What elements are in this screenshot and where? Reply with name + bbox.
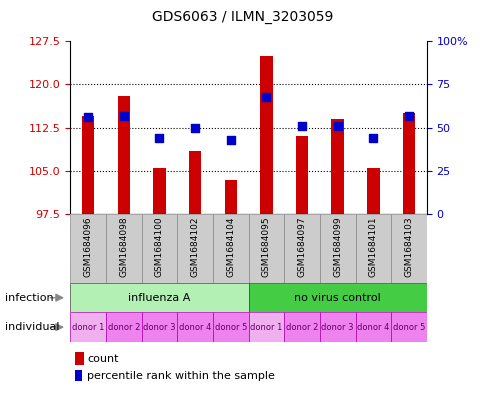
Bar: [224, 180, 237, 214]
Bar: [188, 151, 201, 214]
Text: GSM1684103: GSM1684103: [404, 216, 413, 277]
Bar: [366, 168, 379, 214]
Text: donor 4: donor 4: [356, 323, 389, 332]
Text: GSM1684101: GSM1684101: [368, 216, 377, 277]
Bar: [153, 168, 166, 214]
Text: individual: individual: [5, 322, 59, 332]
Bar: [106, 312, 141, 342]
Point: [404, 112, 412, 119]
Text: donor 1: donor 1: [250, 323, 282, 332]
Text: GSM1684104: GSM1684104: [226, 216, 235, 277]
Text: GSM1684099: GSM1684099: [333, 216, 342, 277]
Text: donor 1: donor 1: [72, 323, 104, 332]
Text: GSM1684097: GSM1684097: [297, 216, 306, 277]
Text: GSM1684100: GSM1684100: [154, 216, 164, 277]
Bar: [295, 136, 308, 214]
Bar: [141, 214, 177, 283]
Text: donor 3: donor 3: [143, 323, 175, 332]
Text: GDS6063 / ILMN_3203059: GDS6063 / ILMN_3203059: [151, 10, 333, 24]
Bar: [355, 214, 390, 283]
Bar: [212, 214, 248, 283]
Point: [84, 114, 92, 121]
Point: [333, 123, 341, 129]
Bar: [259, 56, 272, 214]
Text: donor 3: donor 3: [321, 323, 353, 332]
Point: [120, 112, 127, 119]
Text: donor 5: donor 5: [214, 323, 246, 332]
Bar: [212, 312, 248, 342]
Text: GSM1684095: GSM1684095: [261, 216, 271, 277]
Bar: [141, 312, 177, 342]
Point: [191, 125, 198, 131]
Bar: [248, 312, 284, 342]
Point: [298, 123, 305, 129]
Bar: [319, 214, 355, 283]
Bar: [248, 283, 426, 312]
Text: donor 5: donor 5: [392, 323, 424, 332]
Text: GSM1684096: GSM1684096: [83, 216, 92, 277]
Bar: [402, 113, 414, 214]
Point: [227, 137, 234, 143]
Bar: [248, 214, 284, 283]
Bar: [70, 214, 106, 283]
Bar: [331, 119, 343, 214]
Text: no virus control: no virus control: [294, 293, 380, 303]
Point: [262, 94, 270, 100]
Bar: [82, 116, 94, 214]
Text: percentile rank within the sample: percentile rank within the sample: [87, 371, 274, 381]
Bar: [390, 312, 426, 342]
Bar: [355, 312, 390, 342]
Bar: [70, 283, 248, 312]
Bar: [106, 214, 141, 283]
Text: count: count: [87, 354, 119, 364]
Bar: [177, 214, 212, 283]
Bar: [117, 96, 130, 214]
Text: infection: infection: [5, 293, 53, 303]
Bar: [70, 312, 106, 342]
Bar: [391, 214, 426, 283]
Point: [369, 135, 377, 141]
Text: GSM1684098: GSM1684098: [119, 216, 128, 277]
Bar: [284, 214, 319, 283]
Text: donor 2: donor 2: [285, 323, 318, 332]
Text: donor 2: donor 2: [107, 323, 140, 332]
Text: donor 4: donor 4: [179, 323, 211, 332]
Bar: [177, 312, 212, 342]
Point: [155, 135, 163, 141]
Text: GSM1684102: GSM1684102: [190, 216, 199, 277]
Bar: [284, 312, 319, 342]
Bar: [319, 312, 355, 342]
Text: influenza A: influenza A: [128, 293, 190, 303]
